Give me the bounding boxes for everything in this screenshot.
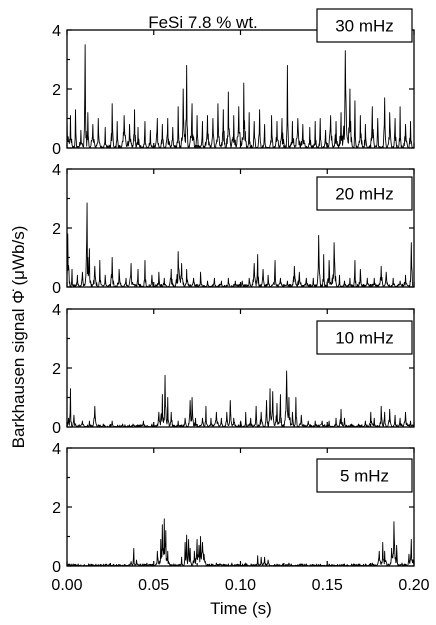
frequency-label-box	[316, 320, 413, 355]
y-tick-label: 4	[52, 302, 61, 319]
signal-trace	[66, 370, 415, 428]
frequency-label-box	[316, 176, 413, 211]
signal-trace	[66, 202, 415, 288]
y-tick-label: 2	[52, 82, 61, 99]
y-tick-label: 2	[52, 361, 61, 378]
y-tick-label: 2	[52, 221, 61, 238]
y-tick-label: 4	[52, 23, 61, 40]
panel-2: 0 2 4 20 mHz	[52, 162, 415, 297]
x-tick-label: 0.00	[51, 577, 82, 594]
frequency-label: 5 mHz	[340, 467, 389, 486]
y-tick-label: 0	[52, 141, 61, 158]
x-tick-label: 0.15	[312, 577, 343, 594]
y-tick-label: 0	[52, 559, 61, 576]
plot-frame	[66, 29, 415, 149]
y-axis-label: Barkhausen signal Φ̇ (μWb/s)	[9, 226, 28, 449]
frequency-label: 10 mHz	[335, 329, 394, 348]
panel-1: 0 2 4 30 mHz	[52, 8, 415, 158]
x-tick-labels: 0.00 0.05 0.10 0.15 0.20	[51, 577, 429, 594]
frequency-label: 20 mHz	[335, 185, 394, 204]
frequency-label-box	[316, 458, 413, 493]
y-tick-label: 0	[52, 280, 61, 297]
panels-layer: 0 2 4 30 mHz 0 2 4 20 mHz 0 2 4 10 mHz 0 2 4 5 mHz	[52, 8, 415, 576]
frequency-label: 30 mHz	[335, 17, 394, 36]
signal-trace	[66, 44, 415, 149]
panel-4: 0 2 4 5 mHz	[52, 441, 415, 576]
signal-trace	[66, 518, 415, 567]
y-tick-label: 2	[52, 500, 61, 517]
y-tick-label: 4	[52, 162, 61, 179]
frequency-label-box	[316, 8, 413, 43]
y-tick-label: 4	[52, 441, 61, 458]
y-tick-label: 0	[52, 420, 61, 437]
x-tick-label: 0.05	[138, 577, 169, 594]
panel-3: 0 2 4 10 mHz	[52, 302, 415, 437]
chart-title: FeSi 7.8 % wt.	[148, 13, 258, 32]
x-axis-label: Time (s)	[210, 599, 272, 618]
x-tick-label: 0.10	[225, 577, 256, 594]
x-tick-label: 0.20	[398, 577, 429, 594]
